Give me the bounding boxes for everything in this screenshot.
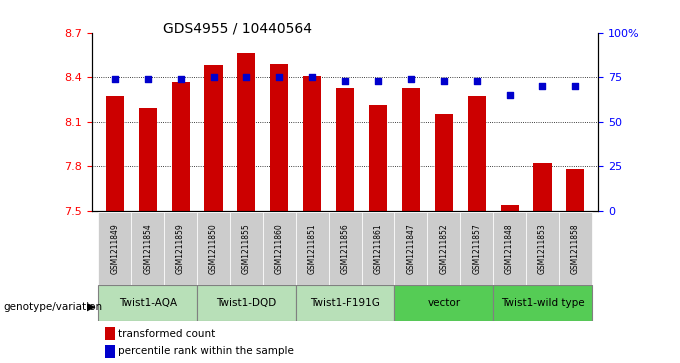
Text: ▶: ▶ [87, 302, 95, 312]
Text: genotype/variation: genotype/variation [3, 302, 103, 312]
Bar [237, 53, 256, 211]
Text: Twist1-AQA: Twist1-AQA [119, 298, 177, 308]
Bar [296, 212, 328, 285]
Text: GSM1211858: GSM1211858 [571, 223, 580, 274]
Text: GSM1211848: GSM1211848 [505, 223, 514, 274]
Point [373, 78, 384, 83]
Text: GSM1211857: GSM1211857 [472, 223, 481, 274]
Bar [328, 212, 362, 285]
Text: vector: vector [427, 298, 460, 308]
Bar [559, 212, 592, 285]
Point [109, 76, 120, 82]
Bar [263, 212, 296, 285]
Text: GDS4955 / 10440564: GDS4955 / 10440564 [163, 22, 313, 36]
Bar [230, 212, 263, 285]
Point [471, 78, 482, 83]
Text: GSM1211860: GSM1211860 [275, 223, 284, 274]
Bar [526, 212, 559, 285]
Bar [427, 212, 460, 285]
Bar [197, 212, 230, 285]
Bar [394, 212, 427, 285]
Text: Twist1-wild type: Twist1-wild type [500, 298, 584, 308]
Text: GSM1211855: GSM1211855 [242, 223, 251, 274]
Bar [493, 212, 526, 285]
Point [241, 74, 252, 80]
Bar [106, 97, 124, 211]
Text: GSM1211852: GSM1211852 [439, 223, 448, 274]
Bar [303, 76, 321, 211]
Text: GSM1211850: GSM1211850 [209, 223, 218, 274]
Bar [99, 212, 131, 285]
Bar [131, 212, 164, 285]
Bar [99, 285, 197, 321]
Bar [105, 344, 115, 358]
Text: GSM1211856: GSM1211856 [341, 223, 350, 274]
Bar [336, 87, 354, 211]
Point [504, 92, 515, 98]
Point [405, 76, 416, 82]
Bar [369, 105, 387, 211]
Bar [296, 285, 394, 321]
Point [340, 78, 351, 83]
Point [570, 83, 581, 89]
Bar [171, 82, 190, 211]
Bar [394, 285, 493, 321]
Bar [139, 108, 157, 211]
Text: GSM1211849: GSM1211849 [110, 223, 119, 274]
Bar [197, 285, 296, 321]
Bar [500, 205, 519, 211]
Text: GSM1211853: GSM1211853 [538, 223, 547, 274]
Text: transformed count: transformed count [118, 329, 216, 339]
Bar [566, 169, 584, 211]
Bar [468, 97, 486, 211]
Point [208, 74, 219, 80]
Text: Twist1-DQD: Twist1-DQD [216, 298, 277, 308]
Bar [362, 212, 394, 285]
Bar [460, 212, 493, 285]
Text: Twist1-F191G: Twist1-F191G [310, 298, 380, 308]
Bar [164, 212, 197, 285]
Bar [402, 87, 420, 211]
Point [142, 76, 153, 82]
Point [175, 76, 186, 82]
Point [537, 83, 548, 89]
Text: GSM1211851: GSM1211851 [308, 223, 317, 274]
Point [274, 74, 285, 80]
Point [307, 74, 318, 80]
Text: percentile rank within the sample: percentile rank within the sample [118, 346, 294, 356]
Text: GSM1211861: GSM1211861 [373, 223, 382, 274]
Bar [533, 163, 551, 211]
Bar [105, 327, 115, 340]
Text: GSM1211847: GSM1211847 [407, 223, 415, 274]
Bar [493, 285, 592, 321]
Bar [205, 65, 222, 211]
Point [439, 78, 449, 83]
Bar [435, 114, 453, 211]
Text: GSM1211854: GSM1211854 [143, 223, 152, 274]
Text: GSM1211859: GSM1211859 [176, 223, 185, 274]
Bar [270, 64, 288, 211]
